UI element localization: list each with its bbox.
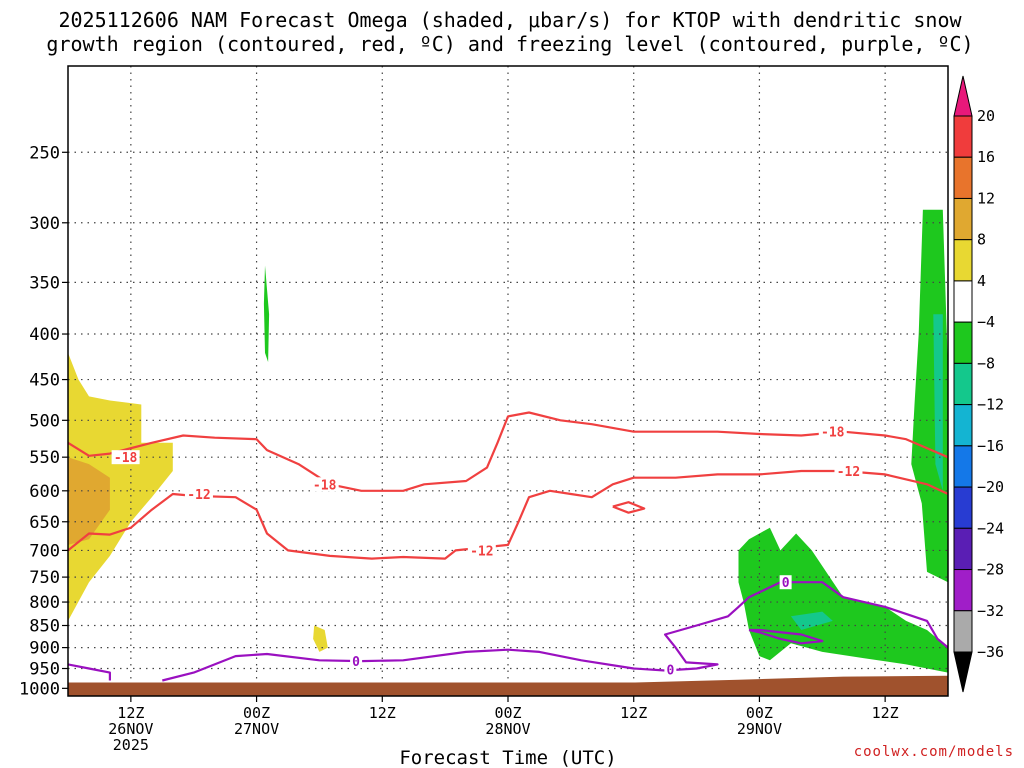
y-tick-label-650: 650 [29,513,60,533]
contour-label-3: -12 [187,488,210,503]
contour-label-bg-6 [350,654,363,669]
colorbar-label-3: 8 [977,231,986,249]
colorbar-top-arrow [953,75,973,117]
omega-region-2 [263,265,270,362]
colorbar-swatch-11 [953,527,973,571]
omega-region-7 [790,611,833,630]
colorbar-label-5: −4 [977,313,995,331]
x-tick-label-12-1: 26NOV [108,720,153,738]
colorbar-label-6: −8 [977,354,995,372]
colorbar-swatch-9 [953,445,973,488]
colorbar-label-11: −28 [977,561,1004,579]
contour-label-bg-1 [310,477,339,492]
contour-label-5: -12 [837,465,860,480]
plot-area: -18 -18 -18 -12 -12 -12 0 0 0 [68,66,948,696]
contour-label-0: -18 [114,451,138,466]
x-tick-label-48-1: 28NOV [485,720,530,738]
colorbar-label-0: 20 [977,107,995,125]
y-tick-label-550: 550 [29,448,60,468]
colorbar-label-9: −20 [977,478,1004,496]
credit-text: coolwx.com/models [853,744,1014,760]
colorbar-swatch-13 [953,610,973,653]
x-tick-label-60-0: 12Z [620,704,647,722]
contour-line-2 [612,501,646,514]
contour-label-bg-0 [111,450,140,465]
contour-label-6: 0 [352,655,360,670]
colorbar-swatch-6 [953,321,973,364]
contour-label-2: -18 [821,426,845,441]
y-tick-label-850: 850 [29,616,60,636]
x-tick-label-72-1: 29NOV [737,720,782,738]
omega-region-3 [313,625,328,652]
y-tick-label-750: 750 [29,568,60,588]
omega-region-1 [68,457,110,545]
x-axis-label: Forecast Time (UTC) [399,747,616,768]
contour-label-7: 0 [782,576,790,591]
colorbar: 20 16 12 8 4 −4 −8 −12 −16 −20 −24 −28 −32 −36 [953,75,1004,693]
contour-label-bg-8 [664,662,677,677]
ground-surface [68,675,948,696]
contour-label-bg-5 [834,463,863,478]
colorbar-swatch-1 [953,115,973,158]
title-line-2: growth region (contoured, red, ºC) and f… [46,32,974,56]
colorbar-label-8: −16 [977,437,1004,455]
x-tick-label-24-1: 27NOV [234,720,279,738]
colorbar-swatch-12 [953,569,973,612]
chart-title: 2025112606 NAM Forecast Omega (shaded, μ… [0,8,1020,56]
x-tick-label-12-2: 2025 [113,736,149,754]
omega-region-6 [738,527,948,673]
contour-line-4 [162,581,948,682]
y-tick-label-950: 950 [29,660,60,680]
colorbar-swatch-7 [953,362,973,406]
x-tick-label-24-0: 00Z [243,704,270,722]
x-tick-label-48-0: 00Z [494,704,521,722]
x-tick-label-12-0: 12Z [117,704,144,722]
y-tick-label-600: 600 [29,482,60,502]
title-line-1: 2025112606 NAM Forecast Omega (shaded, μ… [58,8,962,32]
colorbar-swatch-8 [953,404,973,447]
y-tick-label-300: 300 [29,214,60,234]
colorbar-label-12: −32 [977,602,1004,620]
contour-line-0 [68,411,948,492]
colorbar-swatch-5 [953,280,973,323]
x-tick-label-36-0: 12Z [369,704,396,722]
colorbar-label-7: −12 [977,396,1004,414]
contour-line-5 [748,628,824,645]
y-tick-label-1000: 1000 [19,679,60,699]
y-tick-label-350: 350 [29,273,60,293]
y-tick-label-700: 700 [29,541,60,561]
y-tick-label-800: 800 [29,593,60,613]
x-tick-label-84-0: 12Z [872,704,899,722]
y-tick-label-450: 450 [29,371,60,391]
y-tick-label-400: 400 [29,325,60,345]
omega-region-5 [933,314,943,491]
y-tick-label-900: 900 [29,639,60,659]
contour-label-8: 0 [666,663,674,678]
contour-line-3 [68,663,112,681]
contour-label-bg-2 [818,424,847,439]
colorbar-label-1: 16 [977,148,995,166]
colorbar-bottom-arrow [953,651,973,693]
y-tick-label-250: 250 [29,143,60,163]
contour-label-bg-7 [779,575,792,590]
x-tick-label-72-0: 00Z [746,704,773,722]
colorbar-swatch-10 [953,486,973,529]
colorbar-swatch-3 [953,197,973,241]
colorbar-swatch-2 [953,156,973,199]
colorbar-swatch-4 [953,239,973,282]
contour-label-4: -12 [470,544,493,559]
colorbar-label-2: 12 [977,189,995,207]
y-tick-label-500: 500 [29,411,60,431]
contour-label-bg-4 [467,543,496,558]
colorbar-label-10: −24 [977,519,1004,537]
colorbar-label-13: −36 [977,643,1004,661]
contour-label-1: -18 [313,478,337,493]
colorbar-label-4: 4 [977,272,986,290]
contour-label-bg-3 [184,487,213,502]
